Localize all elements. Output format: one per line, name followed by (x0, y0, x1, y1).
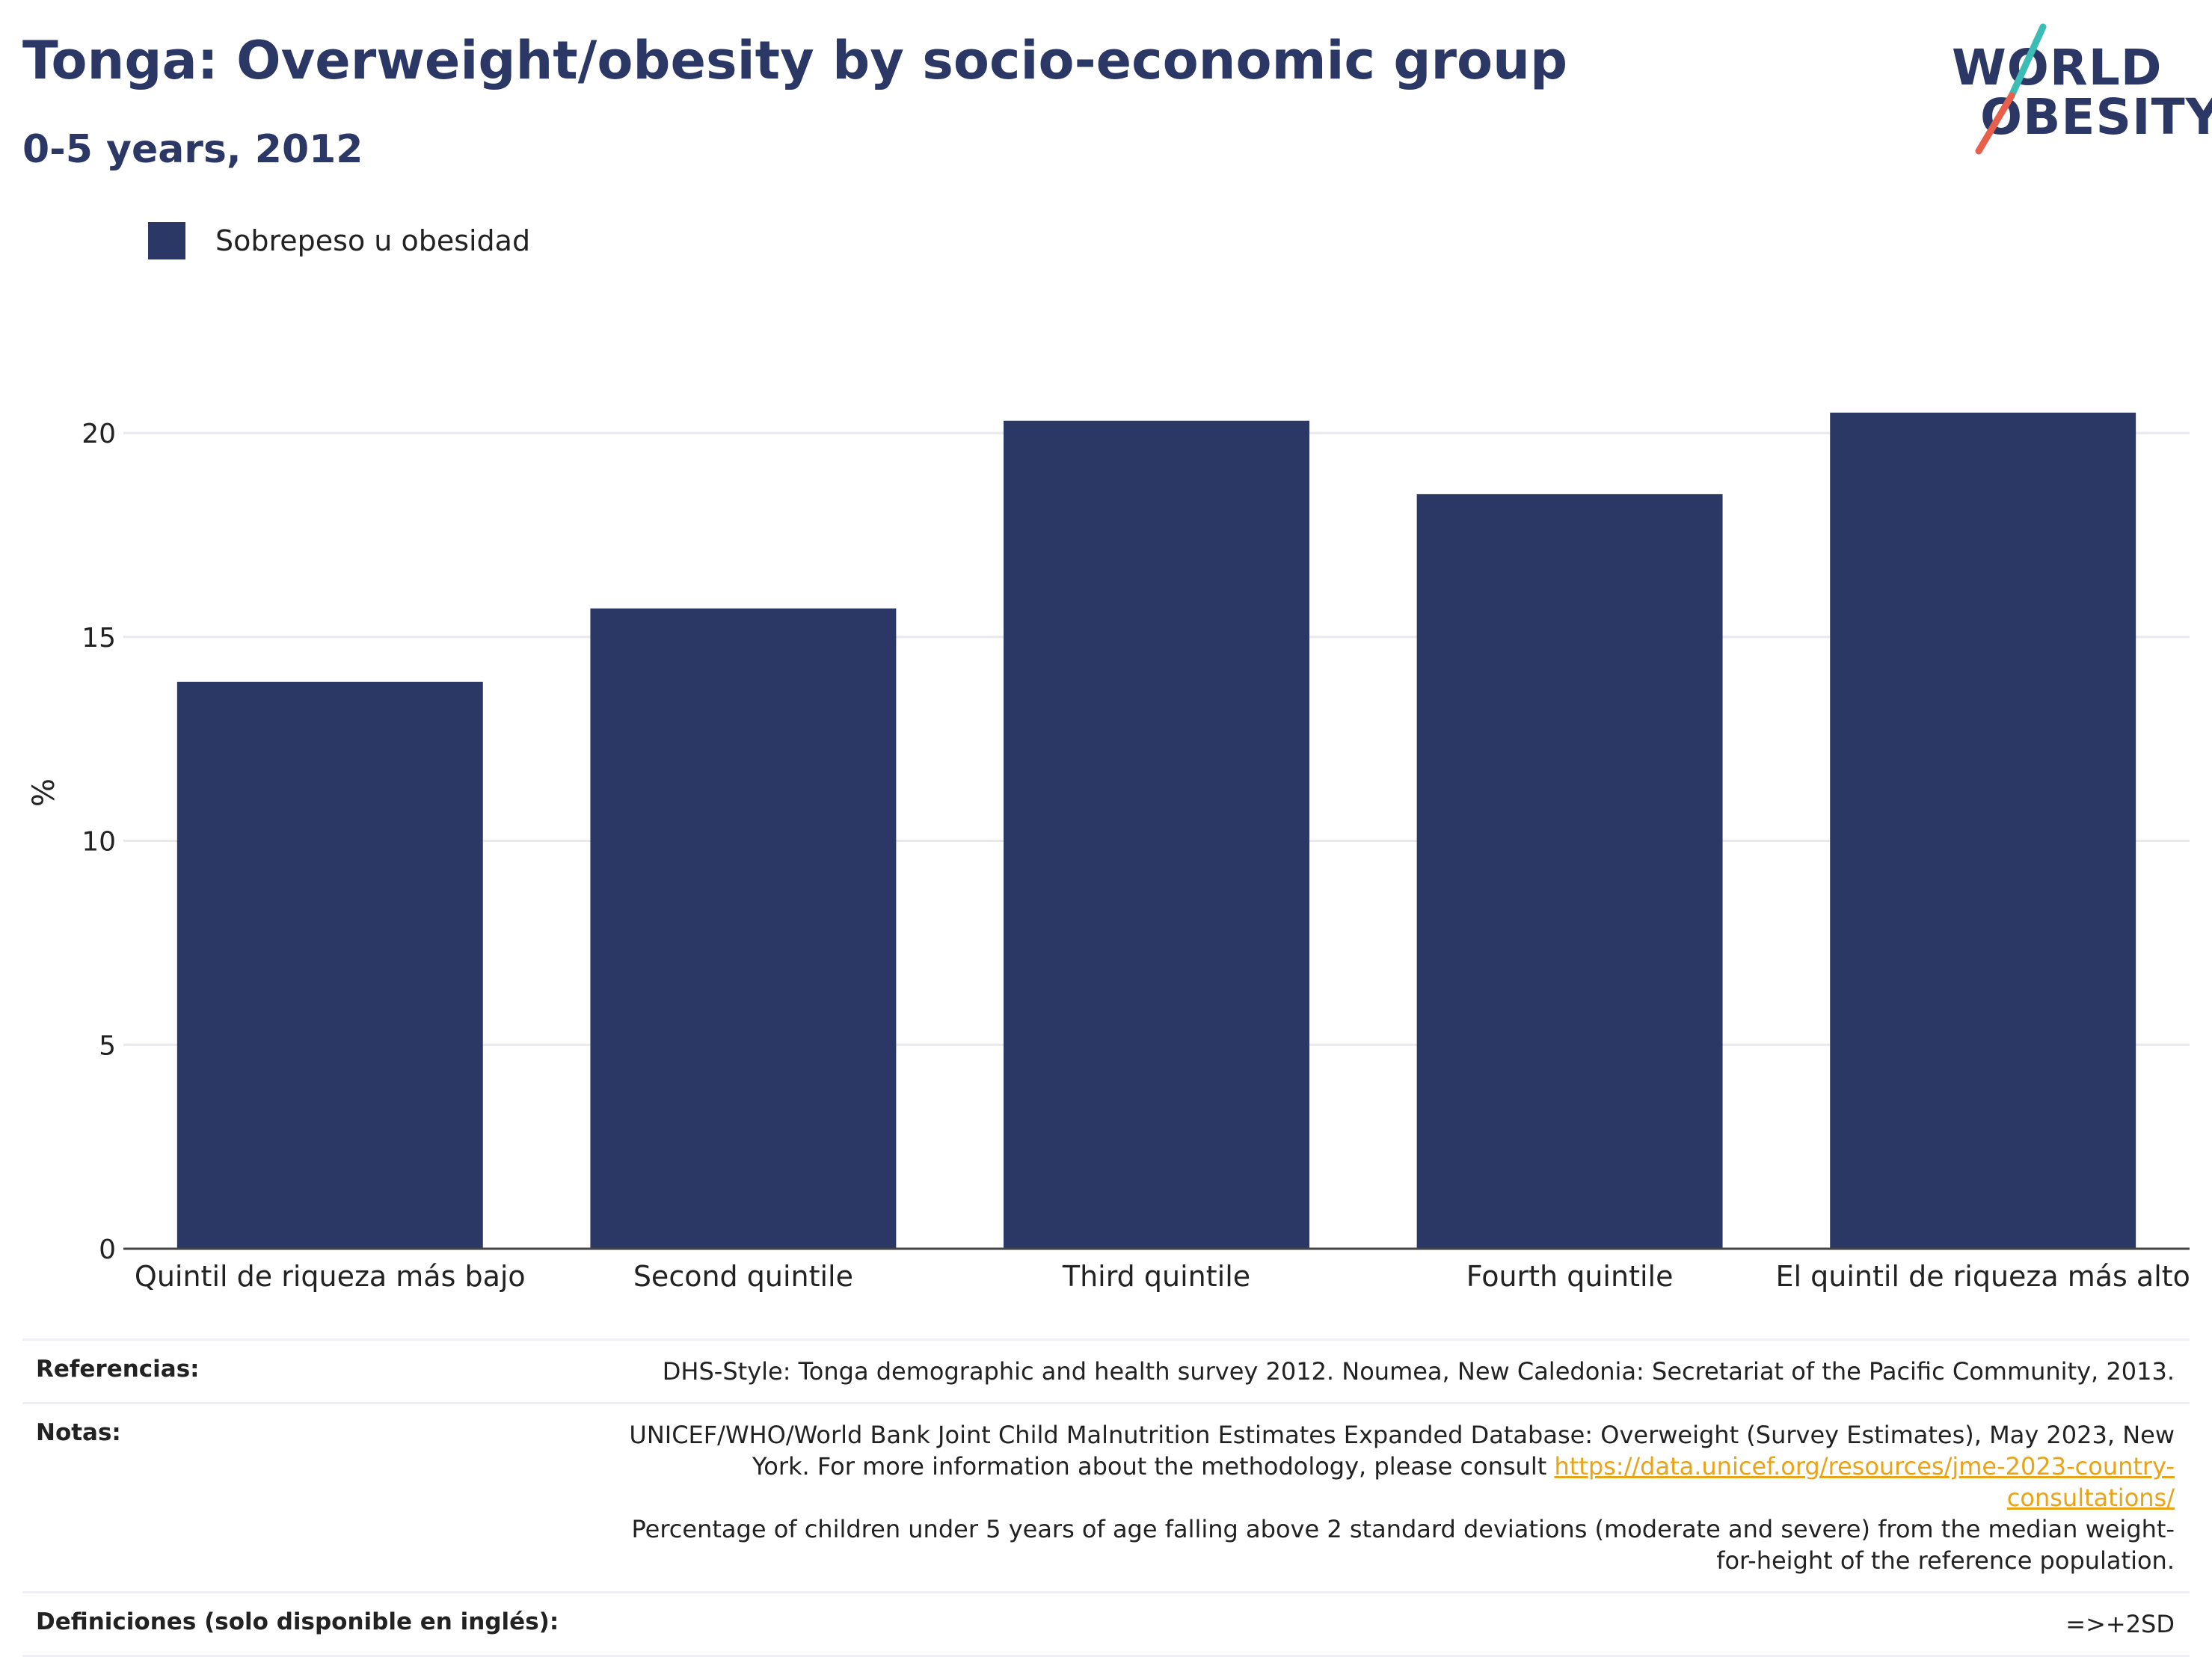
x-tick-label: Fourth quintile (1466, 1260, 1674, 1293)
references-row-sources: Referencias: DHS-Style: Tonga demographi… (22, 1338, 2190, 1402)
notes-text-2: Percentage of children under 5 years of … (631, 1515, 2175, 1575)
x-tick-label: El quintil de riqueza más alto (1775, 1260, 2190, 1293)
sources-label: Referencias: (36, 1356, 200, 1383)
references-row-definitions: Definiciones (solo disponible en inglés)… (22, 1591, 2190, 1657)
bar-chart: 0 5 10 15 20% Quintil de riqueza más bajo Seco… (27, 412, 2190, 1293)
definitions-value: =>+2SD (2065, 1610, 2175, 1638)
bar (1004, 420, 1309, 1249)
logo-slash-icon (1975, 23, 2047, 155)
y-tick-label: 10 (82, 827, 116, 858)
logo-word-world: WORLD (1952, 39, 2163, 96)
y-tick-label: 20 (82, 419, 116, 449)
notes-label: Notas: (36, 1419, 121, 1446)
x-tick-label: Quintil de riqueza más bajo (135, 1260, 526, 1293)
notes-text-1: UNICEF/WHO/World Bank Joint Child Malnut… (629, 1421, 2175, 1481)
chart-legend: Sobrepeso u obesidad (148, 222, 530, 259)
legend-swatch (148, 222, 185, 259)
x-tick-label: Third quintile (1062, 1260, 1250, 1293)
y-tick-label: 0 (99, 1235, 116, 1265)
logo-word-obesity: OBESITY (1980, 88, 2212, 146)
notes-value: UNICEF/WHO/World Bank Joint Child Malnut… (597, 1419, 2175, 1576)
chart-title: Tonga: Overweight/obesity by socio-econo… (22, 30, 1568, 91)
bar (590, 608, 897, 1249)
bar (176, 681, 483, 1249)
x-tick-label: Second quintile (633, 1260, 853, 1293)
sources-value: DHS-Style: Tonga demographic and health … (662, 1357, 2175, 1386)
definitions-label: Definiciones (solo disponible en inglés)… (36, 1608, 559, 1635)
world-obesity-logo: WORLD OBESITY (1952, 22, 2212, 157)
notes-link[interactable]: https://data.unicef.org/resources/jme-20… (1554, 1452, 2175, 1512)
bar (1416, 494, 1723, 1249)
bar (1830, 412, 2136, 1249)
legend-label: Sobrepeso u obesidad (215, 224, 531, 257)
y-tick-label: 15 (82, 623, 116, 654)
references-table: Referencias: DHS-Style: Tonga demographi… (22, 1338, 2190, 1657)
chart-subtitle: 0-5 years, 2012 (22, 127, 363, 172)
y-axis-label: % (27, 778, 61, 807)
y-tick-label: 5 (99, 1030, 116, 1061)
references-row-notes: Notas: UNICEF/WHO/World Bank Joint Child… (22, 1402, 2190, 1591)
